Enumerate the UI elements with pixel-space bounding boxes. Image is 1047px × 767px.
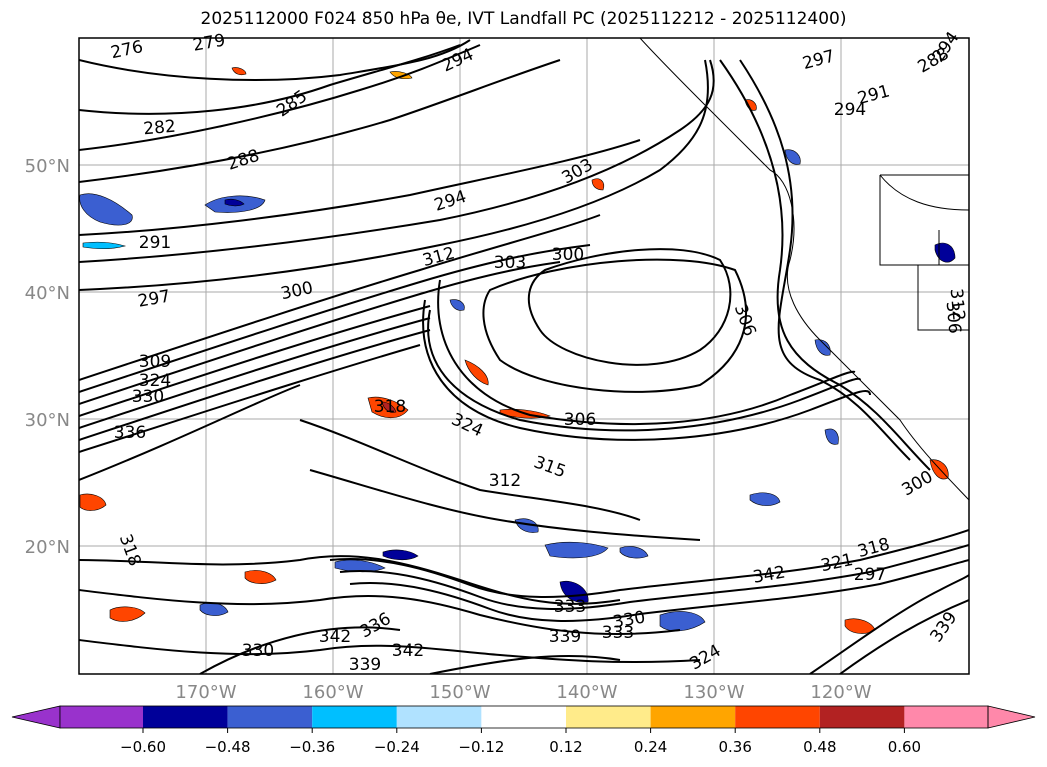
colorbar-tick-label: −0.60: [120, 738, 166, 756]
ivt-blob: [784, 149, 801, 165]
ivt-blob: [334, 559, 386, 573]
contour-label: 312: [946, 288, 969, 322]
contour-label: 312: [489, 471, 521, 491]
contour-label: 336: [114, 423, 146, 443]
lon-label-170w: 170°W: [175, 682, 236, 703]
colorbar-segment: [735, 706, 820, 728]
ivt-blob: [224, 198, 245, 207]
colorbar-tick-label: 0.60: [888, 738, 921, 756]
ivt-blob: [559, 580, 589, 603]
lon-label-120w: 120°W: [810, 682, 871, 703]
contour-label: 339: [349, 655, 381, 675]
theta-e-contours: [79, 39, 969, 674]
lat-label-40n: 40°N: [25, 283, 70, 304]
colorbar-tick-label: −0.48: [205, 738, 251, 756]
contour-label: 330: [242, 641, 274, 661]
lat-label-30n: 30°N: [25, 410, 70, 431]
contour-label: 339: [549, 627, 581, 647]
colorbar-segment: [481, 706, 566, 728]
contour-label: 303: [494, 253, 526, 273]
contour-label: 309: [139, 352, 171, 372]
colorbar-segment: [312, 706, 397, 728]
colorbar-segment: [143, 706, 228, 728]
coastline: [639, 38, 969, 501]
contour-label: 294: [834, 100, 866, 120]
colorbar-segment: [819, 706, 905, 728]
ivt-blob: [79, 493, 107, 511]
ivt-blob: [382, 549, 419, 561]
latitude-labels: 50°N 40°N 30°N 20°N: [25, 156, 70, 558]
colorbar-segment: [227, 706, 313, 728]
colorbar-segment: [650, 706, 736, 728]
ivt-blob: [79, 193, 133, 226]
map-panel: [79, 38, 969, 674]
ivt-blob: [464, 359, 489, 386]
colorbar-segment: [904, 706, 988, 728]
ivt-blob: [109, 606, 146, 622]
colorbar-segment: [60, 706, 143, 728]
colorbar: −0.60 −0.48 −0.36 −0.24 −0.12 0.12 0.24 0.36 0.4…: [11, 705, 1036, 756]
colorbar-extend-min: [11, 705, 61, 729]
ivt-blob: [749, 492, 781, 506]
colorbar-tick-label: 0.36: [718, 738, 751, 756]
lon-label-130w: 130°W: [683, 682, 744, 703]
contour-label: 300: [552, 245, 584, 265]
ivt-blob: [82, 241, 127, 250]
colorbar-tick-label: −0.24: [374, 738, 420, 756]
colorbar-segment: [396, 706, 482, 728]
ivt-blob: [619, 546, 649, 559]
colorbar-tick-label: 0.24: [634, 738, 667, 756]
map-frame: [78, 37, 970, 675]
ivt-blob: [659, 611, 706, 632]
contour-label: 297: [854, 565, 886, 585]
colorbar-tick-label: 0.12: [549, 738, 582, 756]
contour-label: 324: [139, 371, 171, 391]
colorbar-segment: [566, 706, 651, 728]
ivt-blob: [381, 401, 397, 413]
lon-label-150w: 150°W: [429, 682, 490, 703]
contour-label: 342: [319, 627, 351, 647]
ivt-blob: [449, 299, 465, 311]
contour-label: 291: [139, 233, 171, 253]
lon-label-140w: 140°W: [556, 682, 617, 703]
lat-label-20n: 20°N: [25, 537, 70, 558]
ivt-blob: [244, 570, 277, 584]
contour-label: 282: [143, 117, 177, 140]
contour-label: 333: [554, 597, 586, 617]
contour-label: 342: [392, 641, 424, 661]
contour-label: 333: [602, 623, 634, 643]
contour-label: 330: [132, 387, 164, 407]
ivt-blob: [744, 99, 757, 111]
contour-label: 306: [564, 410, 596, 430]
colorbar-tick-label: 0.48: [803, 738, 836, 756]
colorbar-tick-label: −0.36: [289, 738, 335, 756]
colorbar-tick-label: −0.12: [458, 738, 504, 756]
lon-label-160w: 160°W: [302, 682, 363, 703]
lat-label-50n: 50°N: [25, 156, 70, 177]
contour-label: 318: [374, 397, 406, 417]
ivt-blob: [824, 428, 839, 445]
ivt-blob: [814, 339, 831, 356]
colorbar-extend-max: [987, 705, 1036, 729]
ivt-blob: [231, 67, 247, 76]
ivt-blob: [934, 242, 956, 263]
map-title: 2025112000 F024 850 hPa θe, IVT Landfall…: [200, 9, 847, 29]
ivt-blob: [591, 178, 605, 191]
contour-label: 306: [942, 301, 965, 335]
graticule: [79, 38, 969, 674]
ivt-blob: [544, 541, 609, 559]
longitude-labels: 170°W 160°W 150°W 140°W 130°W 120°W: [175, 682, 871, 703]
ivt-blob: [389, 71, 413, 80]
